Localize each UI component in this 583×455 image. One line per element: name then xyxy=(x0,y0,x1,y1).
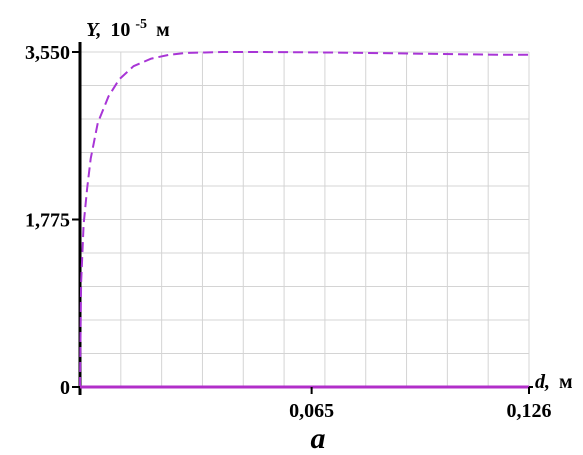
tick-layer: 3,550 1,775 0 0,065 0,126 xyxy=(25,42,552,422)
series-line-1 xyxy=(79,51,529,388)
y-tick-label: 3,550 xyxy=(25,42,70,64)
x-tick-label: 0,065 xyxy=(289,400,334,422)
y-axis-label: Y, 10 -5 м xyxy=(86,11,170,41)
grid xyxy=(80,51,530,387)
y-tick-label: 1,775 xyxy=(25,210,70,232)
x-axis-label: d, м xyxy=(535,371,573,393)
y-tick-label: 0 xyxy=(60,377,70,399)
series-layer xyxy=(79,51,529,389)
x-tick-label: 0,126 xyxy=(507,400,552,422)
chart-caption: a xyxy=(311,422,326,455)
